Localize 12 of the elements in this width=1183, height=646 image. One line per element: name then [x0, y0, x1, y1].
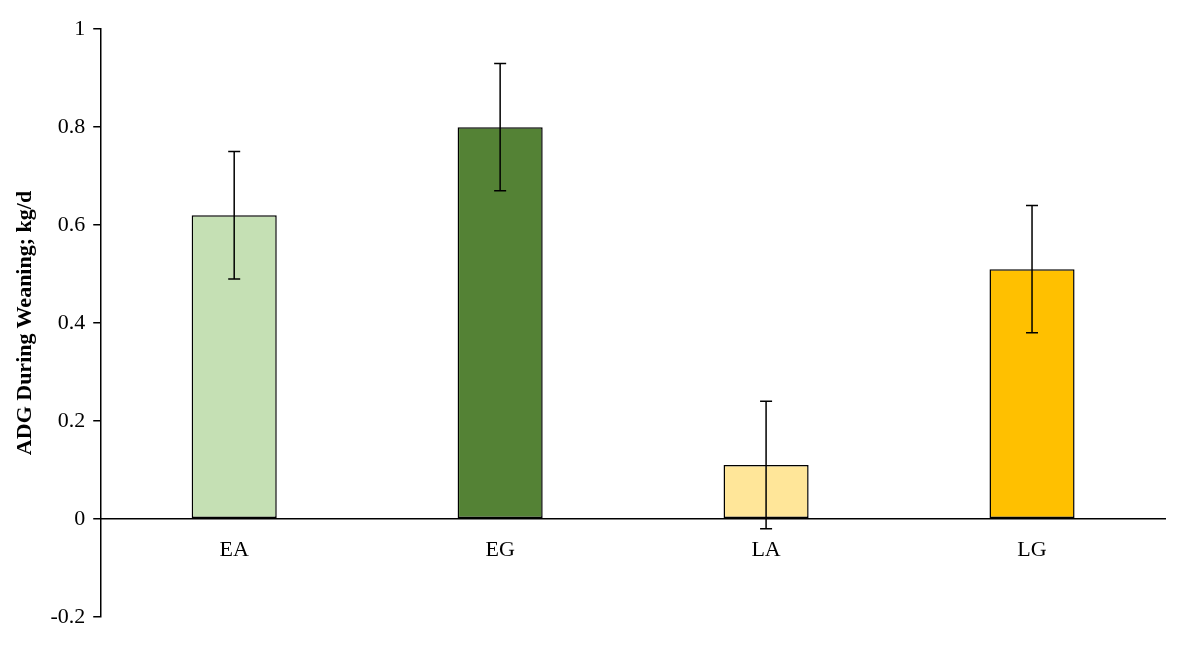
- x-tick-label: EA: [219, 535, 249, 561]
- y-tick-label: 0.2: [57, 406, 86, 432]
- x-tick-label: LA: [751, 535, 781, 561]
- y-tick-label: 0.6: [57, 210, 86, 236]
- y-tick-label: 0: [74, 504, 86, 530]
- y-tick-label: 0.8: [57, 112, 86, 138]
- y-tick-label: 1: [74, 14, 86, 40]
- x-tick-label: LG: [1017, 535, 1047, 561]
- y-tick-label: -0.2: [50, 602, 86, 628]
- y-axis-title: ADG During Weaning; kg/d: [10, 190, 36, 456]
- x-tick-label: EG: [485, 535, 515, 561]
- y-tick-label: 0.4: [57, 308, 86, 334]
